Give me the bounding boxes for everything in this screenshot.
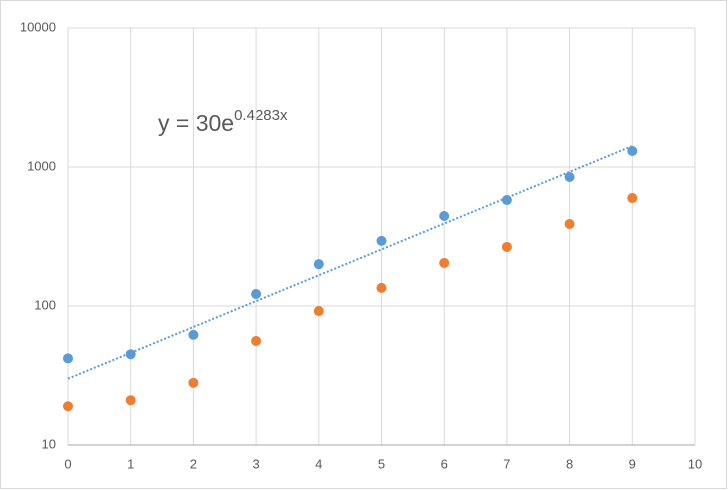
point xyxy=(125,395,136,406)
point xyxy=(564,218,575,229)
x-tick-label: 1 xyxy=(127,456,134,471)
point xyxy=(251,288,262,299)
y-tick-label: 1000 xyxy=(27,158,56,173)
point xyxy=(564,172,575,183)
x-tick-label: 0 xyxy=(64,456,71,471)
point xyxy=(501,241,512,252)
point xyxy=(627,146,638,157)
x-tick-label: 9 xyxy=(629,456,636,471)
x-tick-label: 3 xyxy=(252,456,259,471)
x-tick-label: 2 xyxy=(190,456,197,471)
point xyxy=(313,306,324,317)
y-tick-label: 10 xyxy=(42,436,56,451)
point xyxy=(313,259,324,270)
x-tick-label: 4 xyxy=(315,456,322,471)
equation-base: y = 30e xyxy=(158,110,234,136)
point xyxy=(188,329,199,340)
x-tick-label: 7 xyxy=(503,456,510,471)
point xyxy=(63,401,73,412)
y-tick-label: 10000 xyxy=(20,19,56,34)
trendline xyxy=(67,145,633,380)
trendline-equation: y = 30e0.4283x xyxy=(158,107,288,136)
point xyxy=(501,194,512,205)
point xyxy=(251,336,262,347)
point xyxy=(376,235,387,246)
x-tick-label: 10 xyxy=(688,456,702,471)
point xyxy=(439,257,450,268)
point xyxy=(627,193,638,204)
x-tick-label: 6 xyxy=(441,456,448,471)
equation-exponent: 0.4283x xyxy=(234,107,288,124)
x-tick-label: 5 xyxy=(378,456,385,471)
point xyxy=(188,377,199,388)
point xyxy=(63,353,73,364)
point xyxy=(376,282,387,293)
x-tick-label: 8 xyxy=(566,456,573,471)
y-tick-label: 100 xyxy=(34,297,56,312)
point xyxy=(125,349,136,360)
point xyxy=(439,211,450,222)
